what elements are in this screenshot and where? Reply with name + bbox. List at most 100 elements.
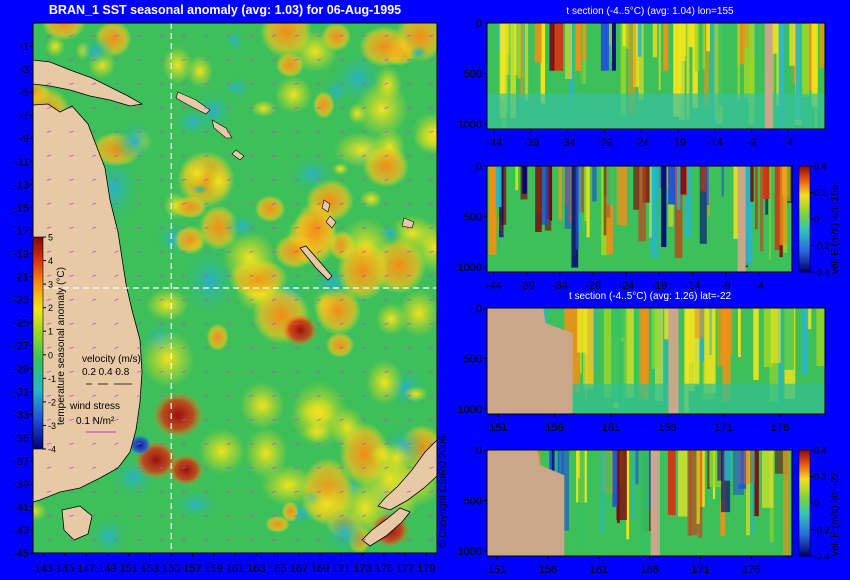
section-streak xyxy=(654,308,664,402)
wind-arrow xyxy=(271,178,277,181)
section-x-tick-label: -39 xyxy=(523,137,539,149)
wind-arrow xyxy=(114,370,119,373)
wind-arrow xyxy=(384,370,389,373)
wind-arrow xyxy=(91,298,97,301)
wind-arrow xyxy=(226,442,232,445)
wind-arrow xyxy=(46,178,52,181)
wind-arrow xyxy=(46,202,52,205)
land-new-caledonia xyxy=(299,245,333,281)
section-streak xyxy=(583,308,594,390)
land-new-guinea xyxy=(33,59,144,107)
anomaly-blob xyxy=(403,385,428,402)
section-streak xyxy=(762,166,770,199)
colorbar-tick-label: -4 xyxy=(48,445,56,455)
section-streak xyxy=(577,166,582,232)
wind-arrow xyxy=(226,226,232,229)
wind-arrow xyxy=(384,322,389,325)
section-x-tick-label: 166 xyxy=(640,564,658,576)
section-x-tick-label: -29 xyxy=(597,137,613,149)
section-x-tick-label: -9 xyxy=(747,137,757,149)
wind-arrow xyxy=(159,514,164,517)
wind-arrow xyxy=(91,226,97,229)
anomaly-blob xyxy=(42,23,86,41)
wind-arrow xyxy=(294,442,299,445)
section-streak xyxy=(651,308,659,370)
wind-arrow xyxy=(46,274,52,277)
section-streak xyxy=(565,23,573,80)
colorbar-tick-label: 5 xyxy=(48,233,53,243)
wind-arrow xyxy=(429,202,434,205)
section-streak xyxy=(688,23,695,48)
x-tick-label: 167 xyxy=(290,563,308,575)
wind-arrow xyxy=(361,442,367,445)
wind-arrow xyxy=(136,322,142,325)
anomaly-blob xyxy=(370,441,396,467)
wind-arrow xyxy=(271,202,277,205)
wind-arrow xyxy=(429,370,434,373)
wind-arrow xyxy=(69,274,74,277)
wind-arrow xyxy=(339,274,344,277)
wind-arrow xyxy=(361,322,367,325)
x-tick-label: 171 xyxy=(332,563,350,575)
wind-arrow xyxy=(406,538,412,541)
section-streak xyxy=(774,166,781,250)
anomaly-blob xyxy=(140,330,195,388)
x-tick-label: 159 xyxy=(205,563,223,575)
wind-arrow xyxy=(384,58,389,61)
wind-arrow xyxy=(204,130,209,133)
section-streak xyxy=(633,166,640,210)
wind-arrow xyxy=(226,274,232,277)
anomaly-blob xyxy=(265,515,290,533)
wind-arrow xyxy=(181,538,187,541)
section-streak xyxy=(800,23,803,122)
section-streak xyxy=(733,166,742,239)
wind-arrow xyxy=(406,490,412,493)
anomaly-blob xyxy=(411,220,437,274)
wind-arrow xyxy=(406,322,412,325)
section-land-australia xyxy=(487,450,565,556)
section-streak xyxy=(706,166,710,206)
anomaly-blob xyxy=(186,55,214,88)
wind-arrow xyxy=(226,106,232,109)
section-streak xyxy=(603,308,612,398)
wind-arrow xyxy=(46,442,52,445)
wind-arrow xyxy=(361,34,367,37)
section-streak xyxy=(564,166,571,229)
wind-arrow xyxy=(429,298,434,301)
wind-arrow xyxy=(339,346,344,349)
section-streak xyxy=(638,23,644,101)
wind-arrow xyxy=(429,418,434,421)
section-streak xyxy=(762,450,774,508)
section-streak xyxy=(540,23,546,104)
wind-arrow xyxy=(114,274,119,277)
wind-arrow xyxy=(271,154,277,157)
section-y-tick-label: 0 xyxy=(476,161,482,173)
section-streak xyxy=(693,308,705,339)
section-streak xyxy=(680,23,687,56)
wind-arrow xyxy=(316,226,322,229)
wind-arrow xyxy=(271,394,277,397)
vel-colorbar-1-ticks: 0.4 0.2 0 -0.2 -0.4 xyxy=(810,162,830,278)
wind-arrow xyxy=(226,82,232,85)
wind-arrow xyxy=(159,538,164,541)
wind-arrow xyxy=(384,34,389,37)
section-streak xyxy=(717,308,727,367)
section-streak xyxy=(584,23,589,110)
section-streak xyxy=(710,23,718,122)
velocity-colorbar-1: 0.4 0.2 0 -0.2 -0.4 vel. E (m/s) lon=155 xyxy=(798,162,841,278)
wind-arrow xyxy=(46,250,52,253)
section-land-australia xyxy=(487,308,573,414)
wind-arrow xyxy=(429,154,434,157)
section-streak xyxy=(631,450,635,521)
wind-arrow xyxy=(159,442,164,445)
anomaly-blob xyxy=(223,27,245,54)
vel-colorbar-tick-label: -0.4 xyxy=(814,552,830,562)
y-tick-label: -31 xyxy=(13,387,29,399)
section-streak xyxy=(811,23,818,107)
x-tick-label: 177 xyxy=(396,563,414,575)
wind-arrow xyxy=(429,274,434,277)
section-x-tick-label: 171 xyxy=(691,564,709,576)
wind-arrow xyxy=(361,226,367,229)
x-tick-label: 145 xyxy=(56,563,74,575)
wind-arrow xyxy=(316,346,322,349)
